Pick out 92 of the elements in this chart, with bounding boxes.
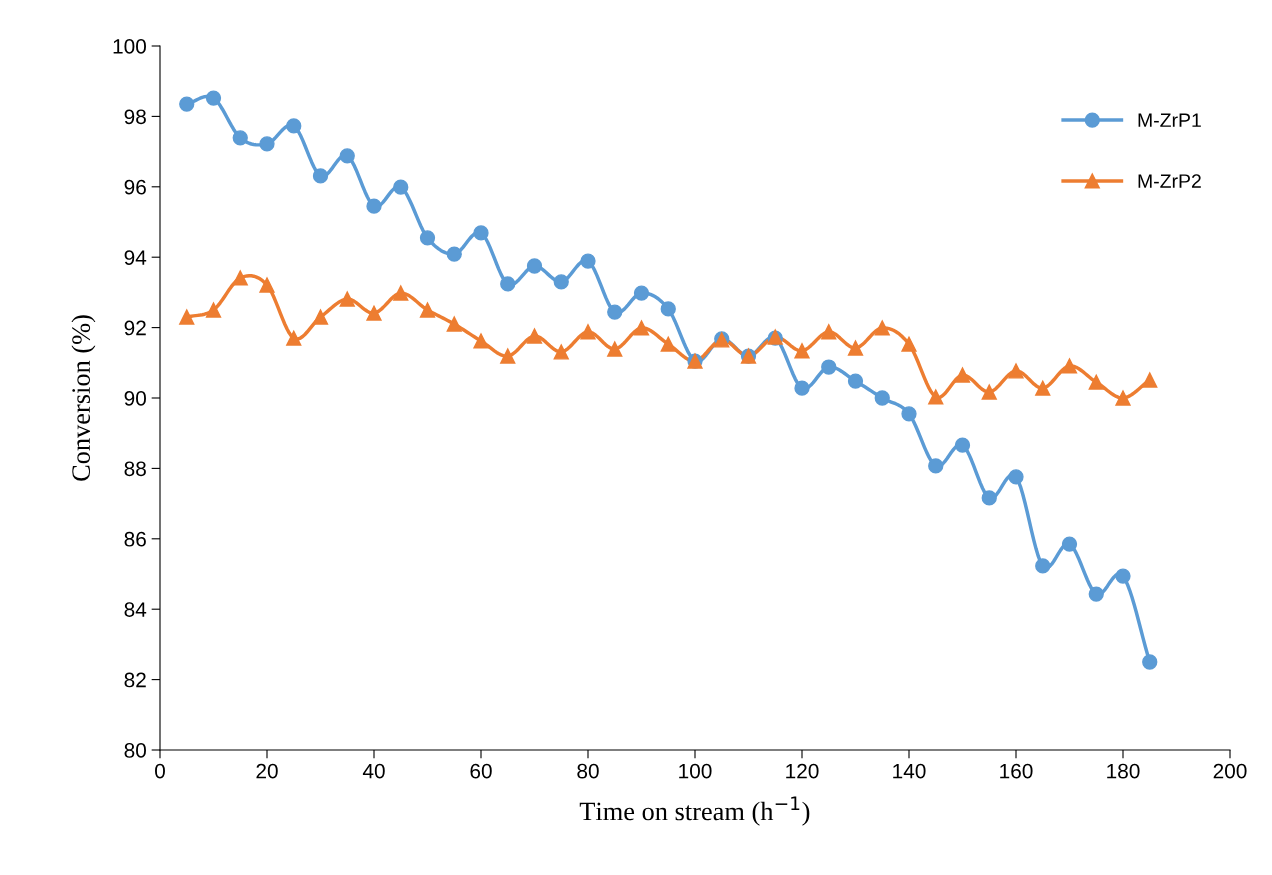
point <box>1088 374 1104 390</box>
y-tick-label: 90 <box>124 391 146 406</box>
point <box>312 309 329 325</box>
point <box>339 148 355 164</box>
point <box>419 230 436 246</box>
legend-label: M-ZrP1 <box>1138 113 1201 127</box>
point <box>259 277 275 293</box>
y-tick-label: 80 <box>124 743 146 758</box>
point <box>526 328 543 344</box>
y-axis-title: Conversion (%) <box>71 315 96 481</box>
x-tick-label: 200 <box>1213 763 1247 779</box>
point <box>794 343 810 359</box>
y-tick-label: 88 <box>124 461 146 477</box>
point <box>1115 568 1131 584</box>
x-tick-label: 160 <box>1000 763 1033 779</box>
point <box>446 316 462 332</box>
point <box>580 324 596 340</box>
y-tick-label: 86 <box>124 531 146 547</box>
point <box>1142 372 1158 388</box>
point <box>1035 380 1051 396</box>
point <box>1008 469 1024 485</box>
y-tick-label: 84 <box>124 602 147 617</box>
point <box>821 359 837 375</box>
point <box>179 309 195 325</box>
point <box>393 179 409 195</box>
point <box>259 136 275 152</box>
point <box>179 96 195 112</box>
point <box>446 246 462 262</box>
point <box>286 118 302 134</box>
point <box>1115 390 1131 406</box>
point <box>473 333 489 349</box>
point <box>794 380 810 396</box>
x-tick-label: 20 <box>256 763 278 779</box>
x-tick-label: 0 <box>155 763 165 779</box>
y-tick-label: 98 <box>124 109 146 125</box>
point <box>981 490 997 506</box>
legend-label: M-ZrP2 <box>1138 174 1201 188</box>
point <box>1061 358 1078 374</box>
point <box>232 270 248 286</box>
point <box>500 348 516 364</box>
point <box>901 406 917 422</box>
point <box>633 320 650 336</box>
point <box>660 336 676 352</box>
point <box>607 304 623 320</box>
point <box>312 168 329 184</box>
x-tick-label: 40 <box>362 763 385 779</box>
point <box>419 302 436 318</box>
point <box>954 437 971 453</box>
point <box>847 340 864 356</box>
point <box>553 274 569 290</box>
point <box>1008 363 1024 379</box>
point <box>847 373 864 389</box>
y-tick-label: 96 <box>124 179 146 195</box>
point <box>607 341 623 357</box>
x-tick-label: 180 <box>1107 763 1140 779</box>
point <box>1061 536 1078 552</box>
point <box>1035 558 1051 574</box>
y-tick-label: 100 <box>113 39 146 54</box>
point <box>928 389 944 405</box>
y-tick-label: 94 <box>124 250 147 265</box>
point <box>874 320 890 336</box>
point <box>553 344 569 360</box>
point <box>954 367 971 383</box>
point <box>874 390 890 406</box>
point <box>928 458 944 474</box>
y-tick-label: 82 <box>124 672 146 688</box>
x-tick-label: 100 <box>679 763 712 779</box>
point <box>339 291 355 307</box>
x-tick-label: 120 <box>786 763 819 779</box>
point <box>901 336 917 352</box>
x-axis-title: Time on stream (h$^{−1}$) <box>579 796 810 826</box>
point <box>232 130 248 146</box>
point <box>366 305 382 321</box>
point <box>1088 586 1104 602</box>
point <box>1142 654 1158 670</box>
point <box>393 285 409 301</box>
x-tick-label: 80 <box>577 763 599 779</box>
point <box>580 253 596 269</box>
x-tick-label: 60 <box>470 763 492 779</box>
point <box>526 258 543 274</box>
y-tick-label: 92 <box>124 320 146 336</box>
point <box>205 302 222 318</box>
point <box>633 285 650 301</box>
point <box>981 384 997 400</box>
point <box>473 225 489 241</box>
point <box>366 198 382 214</box>
point <box>286 330 302 346</box>
point <box>205 90 222 106</box>
point <box>660 301 676 317</box>
point <box>821 324 837 340</box>
x-tick-label: 140 <box>893 763 926 779</box>
point <box>500 276 516 292</box>
